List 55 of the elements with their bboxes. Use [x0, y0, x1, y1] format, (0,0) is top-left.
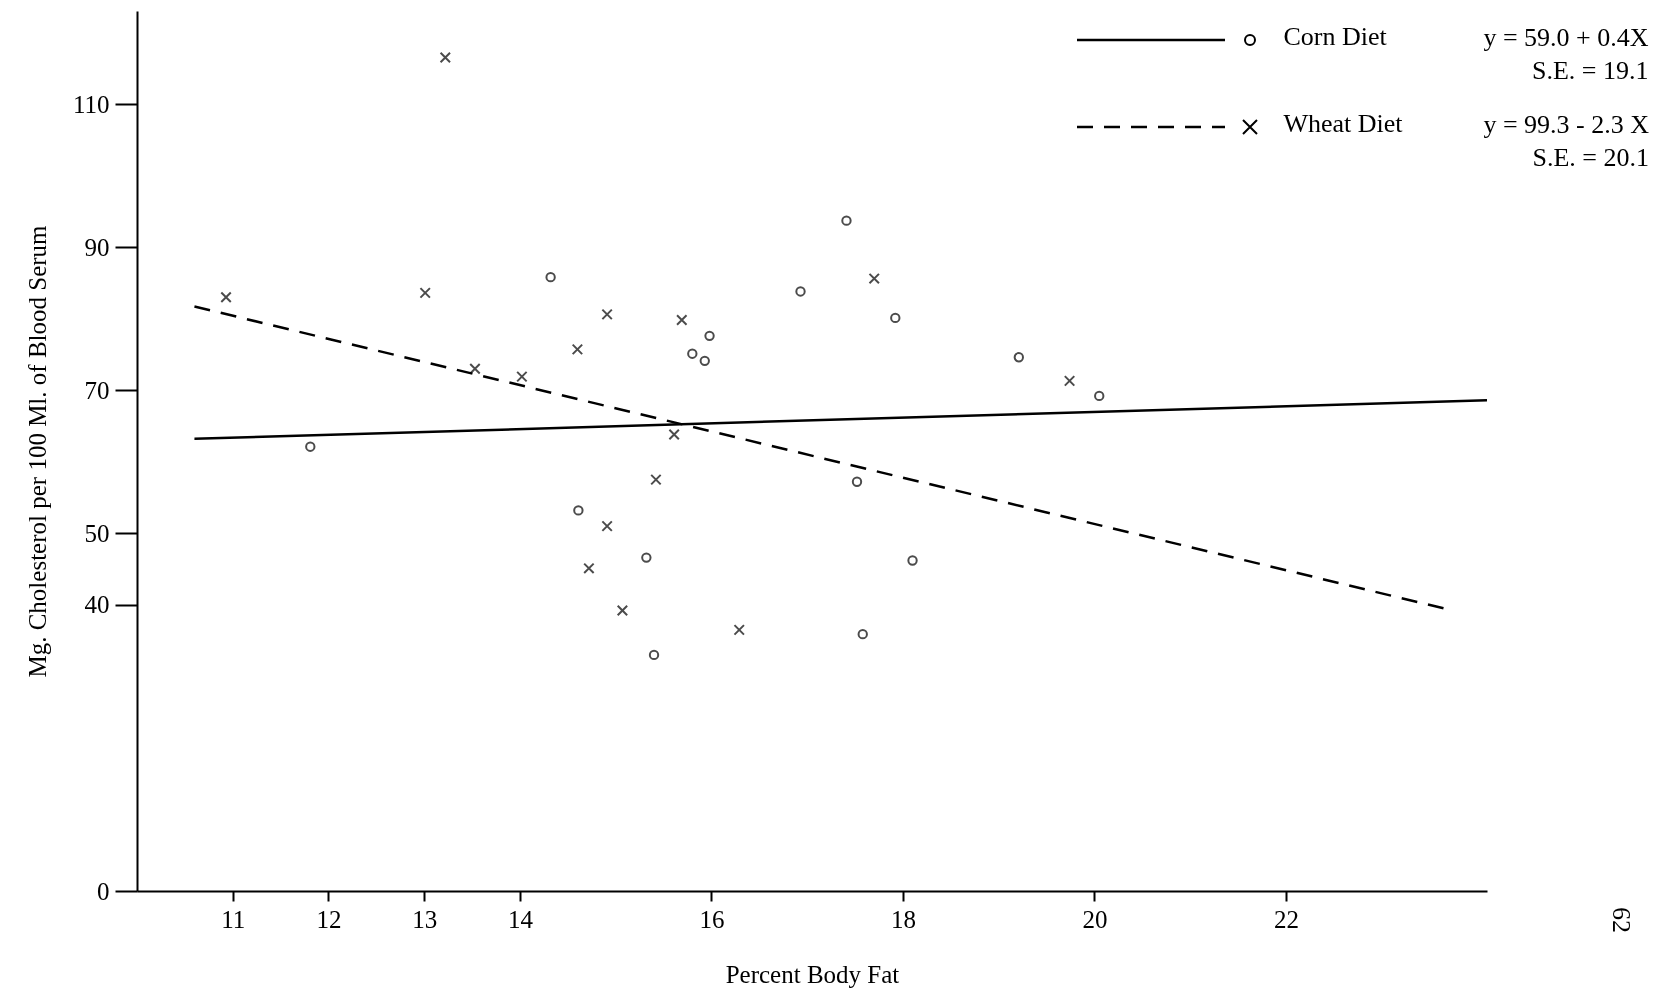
- point: [890, 312, 901, 324]
- point: [583, 562, 595, 575]
- legend-label: Wheat Diet: [1283, 109, 1404, 139]
- annotation: y = 99.3 - 2.3 X: [1483, 109, 1649, 141]
- point: [851, 476, 863, 487]
- point: [305, 441, 316, 452]
- point: [601, 520, 613, 532]
- point: [704, 330, 715, 341]
- legend-label: Corn Diet: [1283, 22, 1388, 52]
- point: [571, 343, 584, 356]
- y-tick-label: 40: [84, 591, 110, 619]
- point: [648, 649, 660, 661]
- y-tick-label: 90: [84, 233, 110, 261]
- point: [469, 362, 481, 375]
- text: S.E. = 19.1: [1531, 54, 1649, 87]
- x-tick-label: 16: [699, 905, 725, 933]
- text: S.E. = 20.1: [1531, 141, 1649, 174]
- point: [1013, 352, 1024, 363]
- point: [419, 287, 431, 299]
- point: [650, 473, 662, 486]
- x-tick-label: 12: [316, 905, 342, 933]
- y-tick-label: 0: [97, 877, 110, 905]
- point: [868, 272, 880, 285]
- point: [641, 552, 652, 563]
- y-tick-label: 50: [84, 519, 110, 547]
- point: [795, 286, 806, 297]
- point: [601, 308, 613, 321]
- x-tick-label: 18: [890, 905, 916, 933]
- point: [220, 291, 232, 303]
- point: [516, 370, 528, 383]
- x-tick-label: 20: [1082, 905, 1108, 933]
- x-tick-label: 11: [221, 905, 246, 933]
- point: [676, 314, 688, 326]
- point: [573, 505, 584, 516]
- point: [699, 355, 710, 367]
- point: [907, 555, 918, 566]
- text: 62: [1606, 907, 1636, 933]
- point: [687, 348, 698, 359]
- point: [1094, 390, 1105, 402]
- x-axis-title: Percent Body Fat: [725, 960, 900, 988]
- point: [668, 428, 680, 441]
- point: [545, 271, 556, 283]
- point: [733, 624, 745, 636]
- point: [841, 215, 852, 226]
- point: [439, 51, 452, 64]
- point: [857, 628, 868, 640]
- y-axis-title: Mg. Cholesterol per 100 Ml. of Blood Serum: [23, 224, 51, 678]
- y-tick-label: 70: [84, 376, 110, 404]
- point: [616, 604, 629, 617]
- point: [1063, 375, 1076, 387]
- x-tick-label: 14: [507, 905, 534, 933]
- y-tick-label: 110: [72, 90, 110, 118]
- x-tick-label: 13: [412, 905, 438, 933]
- annotation: y = 59.0 + 0.4X: [1483, 22, 1649, 54]
- x-tick-label: 22: [1273, 905, 1299, 933]
